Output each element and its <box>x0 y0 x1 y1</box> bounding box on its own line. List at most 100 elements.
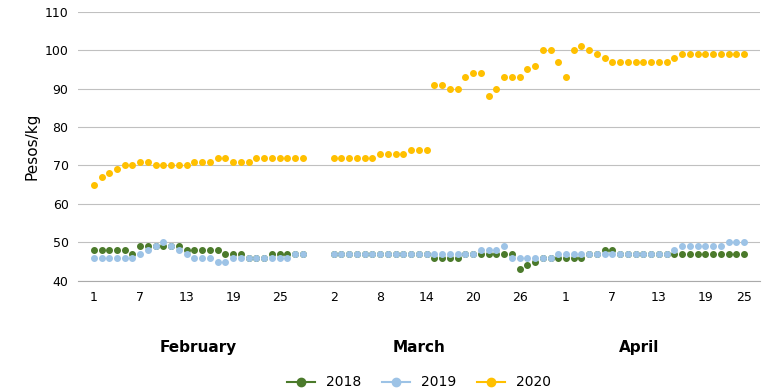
2020 <box>544 47 557 53</box>
2018 <box>652 251 665 257</box>
2019 <box>590 251 603 257</box>
2020 <box>482 93 495 99</box>
Legend: 2018, 2019, 2020: 2018, 2019, 2020 <box>281 370 557 390</box>
2018 <box>467 251 479 257</box>
2018 <box>490 251 503 257</box>
2019 <box>420 251 433 257</box>
Text: February: February <box>160 340 237 355</box>
2020 <box>730 51 742 57</box>
2018 <box>622 251 634 257</box>
2020 <box>645 58 658 65</box>
2019 <box>196 255 208 261</box>
2018 <box>188 247 200 253</box>
2020 <box>436 82 449 88</box>
2018 <box>730 251 742 257</box>
2019 <box>436 251 449 257</box>
2020 <box>444 85 456 92</box>
2018 <box>436 255 449 261</box>
2019 <box>359 251 371 257</box>
2018 <box>715 251 727 257</box>
2020 <box>297 155 309 161</box>
2020 <box>413 147 425 153</box>
2020 <box>428 82 441 88</box>
2020 <box>652 58 665 65</box>
2020 <box>459 74 471 80</box>
2019 <box>645 251 658 257</box>
2019 <box>265 255 278 261</box>
2018 <box>204 247 216 253</box>
2019 <box>180 251 193 257</box>
2020 <box>126 162 139 168</box>
2018 <box>668 251 680 257</box>
2019 <box>165 243 178 249</box>
2020 <box>335 155 348 161</box>
2020 <box>707 51 720 57</box>
2020 <box>204 158 216 165</box>
2018 <box>219 251 232 257</box>
2019 <box>297 251 309 257</box>
2018 <box>397 251 410 257</box>
Text: March: March <box>392 340 446 355</box>
2019 <box>451 251 464 257</box>
2020 <box>397 151 410 157</box>
2019 <box>273 255 286 261</box>
2018 <box>413 251 425 257</box>
2019 <box>110 255 123 261</box>
2019 <box>366 251 379 257</box>
Text: April: April <box>619 340 660 355</box>
2018 <box>165 243 178 249</box>
2019 <box>281 255 294 261</box>
2018 <box>118 247 131 253</box>
2020 <box>281 155 294 161</box>
2020 <box>668 55 680 61</box>
2019 <box>544 255 557 261</box>
2019 <box>521 255 533 261</box>
2018 <box>405 251 417 257</box>
2018 <box>459 251 471 257</box>
2019 <box>343 251 355 257</box>
2020 <box>327 155 340 161</box>
2020 <box>289 155 301 161</box>
2018 <box>660 251 673 257</box>
2018 <box>88 247 100 253</box>
2019 <box>630 251 642 257</box>
2018 <box>482 251 495 257</box>
2018 <box>474 251 487 257</box>
2018 <box>227 251 240 257</box>
2018 <box>722 251 734 257</box>
2020 <box>110 166 123 172</box>
2020 <box>351 155 363 161</box>
2020 <box>96 174 108 180</box>
2020 <box>691 51 704 57</box>
2018 <box>506 251 518 257</box>
2020 <box>180 162 193 168</box>
2019 <box>150 243 162 249</box>
2019 <box>118 255 131 261</box>
2018 <box>707 251 720 257</box>
2020 <box>467 70 479 76</box>
2018 <box>645 251 658 257</box>
2020 <box>490 85 503 92</box>
2018 <box>691 251 704 257</box>
2020 <box>165 162 178 168</box>
2020 <box>227 158 240 165</box>
2020 <box>389 151 402 157</box>
2020 <box>529 62 541 69</box>
2020 <box>699 51 712 57</box>
2019 <box>637 251 650 257</box>
2019 <box>126 255 139 261</box>
2019 <box>506 255 518 261</box>
2018 <box>684 251 696 257</box>
2019 <box>474 247 487 253</box>
2019 <box>614 251 626 257</box>
2020 <box>219 155 232 161</box>
2019 <box>335 251 348 257</box>
2019 <box>699 243 712 249</box>
2018 <box>606 247 619 253</box>
2020 <box>715 51 727 57</box>
2018 <box>637 251 650 257</box>
2019 <box>598 251 611 257</box>
2018 <box>451 255 464 261</box>
2020 <box>142 158 154 165</box>
2020 <box>196 158 208 165</box>
